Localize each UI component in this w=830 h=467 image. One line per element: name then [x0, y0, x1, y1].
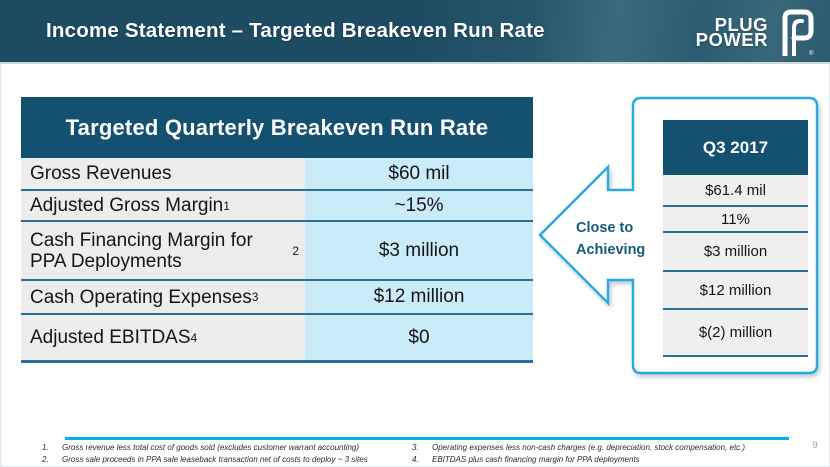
footnote-number: 3.: [412, 443, 419, 452]
footnote-text: Gross revenue less total cost of goods s…: [62, 443, 360, 452]
logo-line-plug: PLUG: [714, 13, 768, 35]
row-label-text: Gross Revenues: [30, 163, 172, 184]
footnote-item: 3. Operating expenses less non-cash char…: [412, 442, 802, 454]
footnote-text: Operating expenses less non-cash charges…: [432, 443, 746, 452]
row-label-text: Cash Financing Margin for PPA Deployment…: [30, 229, 253, 272]
callout-label-line1: Close to: [576, 220, 634, 236]
q3-2017-column: Q3 2017 $61.4 mil 11% $3 million $12 mil…: [663, 120, 808, 357]
row-label: Adjusted Gross Margin 1: [21, 191, 305, 220]
footnote-divider: [65, 437, 789, 440]
footnote-number: 2.: [42, 454, 49, 464]
footnotes-left: 1. Gross revenue less total cost of good…: [42, 442, 402, 465]
row-label-text: Adjusted EBITDAS: [30, 327, 191, 348]
table-row: Adjusted EBITDAS 4 $0: [21, 315, 533, 360]
table-title: Targeted Quarterly Breakeven Run Rate: [21, 97, 533, 158]
row-label: Cash Financing Margin for PPA Deployment…: [21, 222, 305, 279]
plug-power-p-icon: ®: [782, 9, 814, 56]
row-label: Cash Operating Expenses 3: [21, 281, 305, 313]
footnote-item: 1. Gross revenue less total cost of good…: [42, 442, 402, 454]
row-label-text: Adjusted Gross Margin: [30, 195, 224, 216]
footnote-item: 4. EBITDAS plus cash financing margin fo…: [412, 454, 802, 466]
table-row: Cash Operating Expenses 3 $12 million: [21, 281, 533, 315]
footnote-number: 1.: [42, 443, 49, 452]
title-bar: Income Statement – Targeted Breakeven Ru…: [0, 0, 830, 64]
row-label: Gross Revenues: [21, 158, 305, 189]
footnote-text: Gross sale proceeds in PPA sale leasebac…: [62, 454, 368, 464]
callout-label-line2: Achieving: [576, 241, 646, 258]
q3-value-cell: $12 million: [663, 272, 808, 310]
page-title: Income Statement – Targeted Breakeven Ru…: [46, 19, 545, 42]
q3-value-cell: $61.4 mil: [663, 175, 808, 207]
row-label-text: Cash Operating Expenses: [30, 286, 252, 308]
q3-value-cell: 11%: [663, 207, 808, 233]
logo-wordmark: PLUG POWER: [695, 13, 768, 50]
footnotes-right: 3. Operating expenses less non-cash char…: [412, 442, 802, 465]
plug-power-logo: PLUG POWER ®: [696, 7, 814, 57]
page-number: 9: [812, 440, 818, 451]
table-row: Adjusted Gross Margin 1 ~15%: [21, 191, 533, 222]
q3-column-header: Q3 2017: [663, 120, 808, 175]
row-value: $12 million: [305, 281, 533, 313]
q3-value-cell: $(2) million: [663, 310, 808, 357]
row-value: ~15%: [305, 191, 533, 220]
row-value: $0: [305, 315, 533, 360]
breakeven-table: Targeted Quarterly Breakeven Run Rate Gr…: [21, 97, 533, 363]
footnote-number: 4.: [412, 454, 419, 464]
registered-mark: ®: [809, 50, 814, 56]
row-value: $3 million: [305, 222, 533, 279]
table-body: Gross Revenues $60 mil Adjusted Gross Ma…: [21, 158, 533, 363]
logo-line-power: POWER: [695, 29, 768, 50]
footnote-item: 2. Gross sale proceeds in PPA sale lease…: [42, 454, 402, 466]
callout-label: Close to Achieving: [576, 218, 645, 261]
row-value: $60 mil: [305, 158, 533, 189]
table-row: Cash Financing Margin for PPA Deployment…: [21, 222, 533, 281]
row-label: Adjusted EBITDAS 4: [21, 315, 305, 360]
q3-value-cell: $3 million: [663, 233, 808, 272]
table-row: Gross Revenues $60 mil: [21, 158, 533, 191]
footnote-text: EBITDAS plus cash financing margin for P…: [432, 454, 640, 464]
